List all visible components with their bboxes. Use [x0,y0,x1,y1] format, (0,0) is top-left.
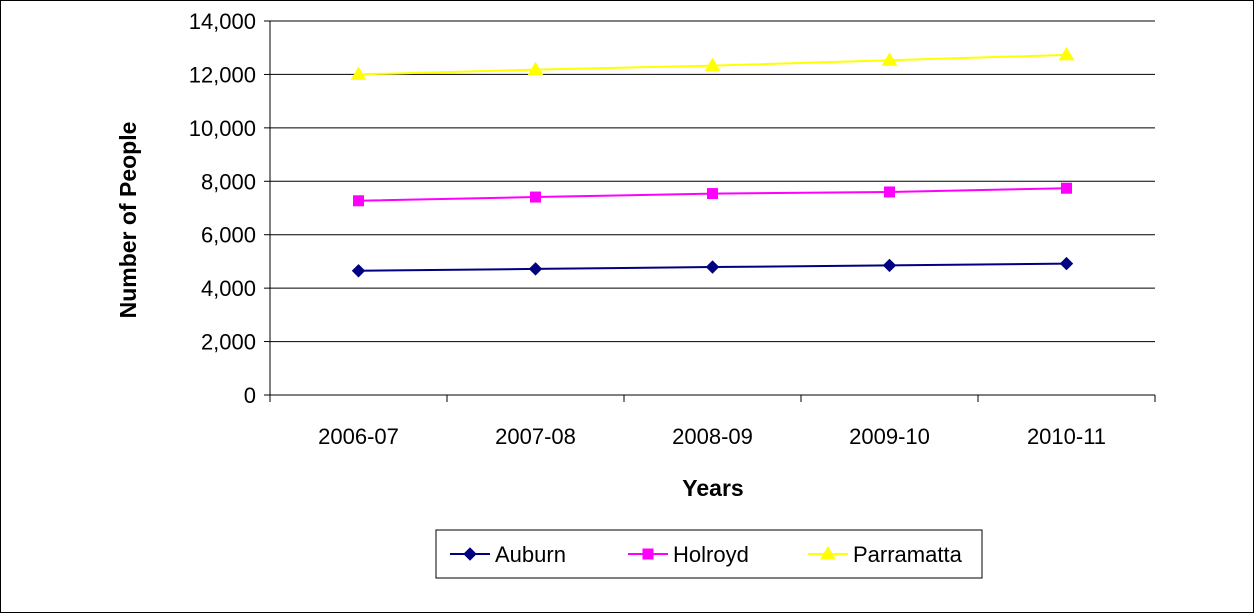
data-point-parramatta [1058,46,1075,61]
data-point-holroyd [1061,182,1072,194]
y-tick-label: 14,000 [189,9,256,34]
y-axis-title: Number of People [115,122,141,319]
x-tick-label: 2006-07 [318,424,399,449]
x-tick-label: 2010-11 [1027,424,1106,449]
data-point-auburn [1059,256,1074,271]
axes [264,20,1156,402]
legend-label-holroyd: Holroyd [673,542,749,567]
y-tick-labels: 0 2,000 4,000 6,000 8,000 10,000 12,000 14,000 [189,9,256,408]
data-point-auburn [882,258,897,273]
legend-marker-parramatta [820,546,836,560]
x-axis-title: Years [682,475,743,501]
legend-box [435,529,983,579]
data-point-holroyd [530,191,541,203]
data-point-holroyd [353,195,364,207]
data-point-parramatta [527,61,544,76]
series-group [350,46,1075,278]
x-tick-label: 2009-10 [849,424,930,449]
data-point-parramatta [350,66,367,80]
legend-marker-auburn [463,547,477,561]
x-tick-labels: 2006-07 2007-08 2008-09 2009-10 2010-11 [318,424,1106,449]
y-tick-label: 6,000 [201,223,256,248]
grid-lines [270,20,1155,343]
y-tick-label: 12,000 [189,62,256,87]
y-tick-label: 10,000 [189,116,256,141]
y-tick-label: 8,000 [201,169,256,194]
data-point-parramatta [704,57,721,72]
y-tick-label: 0 [244,383,256,408]
data-point-auburn [351,264,366,278]
data-point-holroyd [884,186,895,198]
legend-label-parramatta: Parramatta [853,542,963,567]
data-point-parramatta [881,52,898,66]
y-tick-label: 4,000 [201,276,256,301]
x-tick-label: 2008-09 [672,424,753,449]
legend-marker-holroyd [642,548,654,560]
data-point-auburn [528,262,543,276]
legend-label-auburn: Auburn [495,542,566,567]
data-point-holroyd [707,188,718,200]
y-tick-label: 2,000 [201,330,256,355]
legend: Auburn Holroyd Parramatta [435,529,983,579]
data-point-auburn [705,260,720,274]
x-tick-label: 2007-08 [495,424,576,449]
